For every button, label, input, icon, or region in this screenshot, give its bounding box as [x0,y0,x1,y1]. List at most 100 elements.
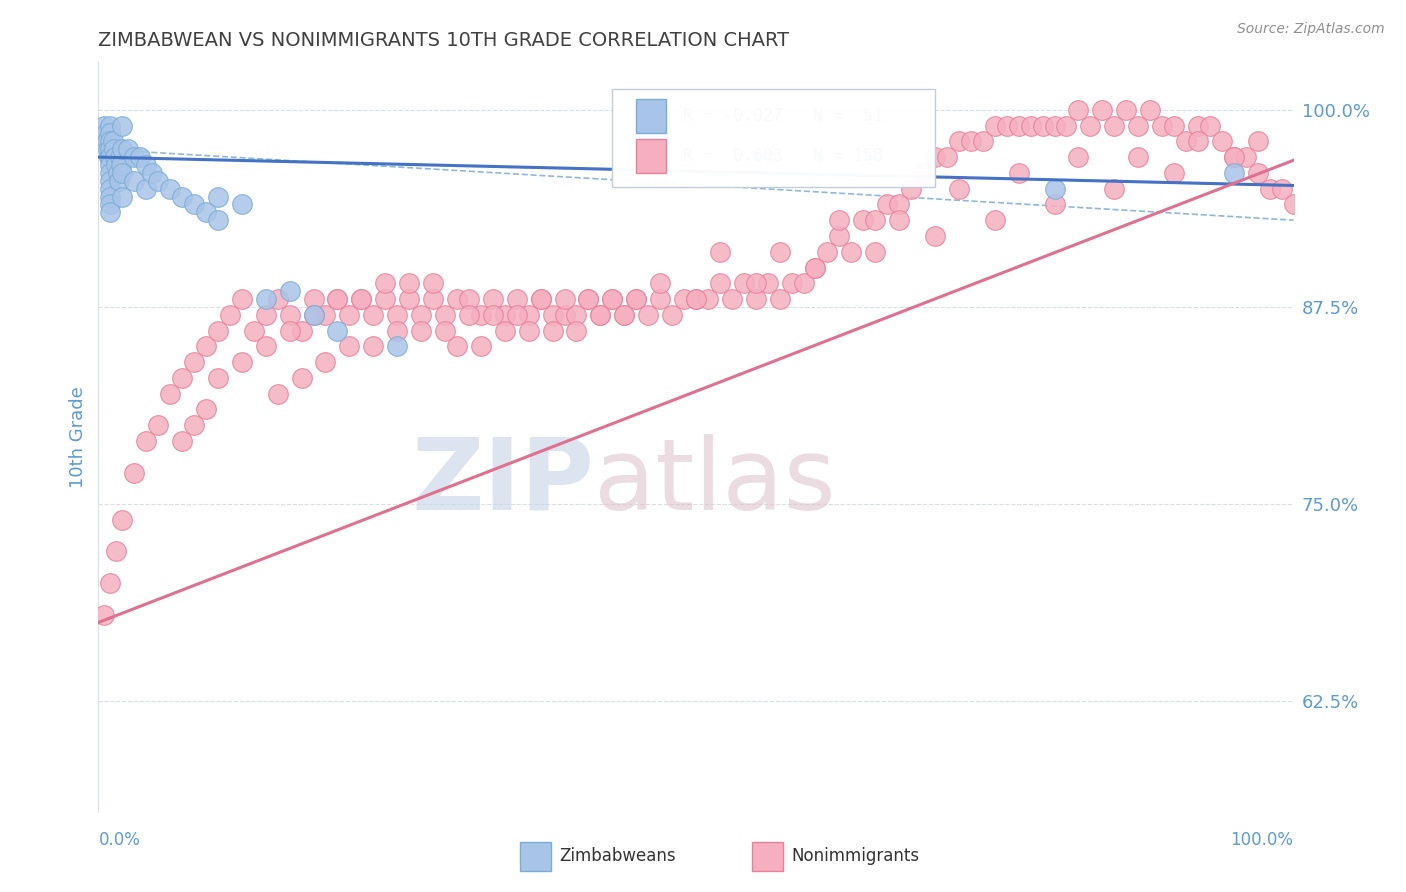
Point [1043,197,1066,211]
Text: ZIMBABWEAN VS NONIMMIGRANTS 10TH GRADE CORRELATION CHART: ZIMBABWEAN VS NONIMMIGRANTS 10TH GRADE C… [98,30,790,50]
Point [231,197,253,211]
Point [1187,119,1209,133]
Point [530,292,553,306]
Point [101,134,124,148]
Point [1104,119,1126,133]
Point [326,292,349,306]
Point [97,142,120,156]
Point [1282,197,1305,211]
Point [1067,150,1090,164]
Point [363,308,385,322]
Point [865,213,887,227]
Point [876,197,898,211]
Text: 0.0%: 0.0% [98,830,141,848]
Point [1199,119,1222,133]
Point [1128,119,1150,133]
Point [602,292,624,306]
Point [98,576,122,591]
Point [434,324,457,338]
Point [172,189,194,203]
Point [458,292,481,306]
Point [98,181,122,195]
Point [768,244,790,259]
Point [108,150,131,164]
Point [278,324,301,338]
Point [148,418,170,433]
Point [1223,150,1246,164]
Point [446,292,468,306]
Point [589,308,612,322]
Point [195,205,218,219]
Point [613,308,636,322]
Point [673,292,696,306]
Point [385,324,409,338]
Point [111,119,134,133]
Point [1187,134,1209,148]
Point [105,544,128,558]
Point [613,308,636,322]
Point [470,308,492,322]
Point [326,324,349,338]
Point [148,174,170,188]
Point [1223,166,1246,180]
Point [1234,150,1257,164]
Point [804,260,827,275]
Point [98,134,122,148]
Point [98,166,122,180]
Point [110,158,132,172]
Point [554,292,576,306]
Point [972,134,994,148]
Point [661,308,683,322]
Point [1091,103,1114,117]
Point [1271,181,1294,195]
Point [1163,166,1185,180]
Text: R =  0.603   N = 158: R = 0.603 N = 158 [683,147,883,165]
Point [267,386,290,401]
Point [315,308,337,322]
Point [111,142,134,156]
Point [733,277,755,291]
Text: 100.0%: 100.0% [1230,830,1294,848]
Point [124,174,146,188]
Point [626,292,648,306]
Point [98,189,122,203]
Point [111,513,134,527]
Point [1008,119,1031,133]
Point [995,119,1018,133]
Point [470,339,492,353]
Point [793,277,815,291]
Point [1128,150,1150,164]
Point [207,189,229,203]
Point [1247,166,1270,180]
Point [1115,103,1137,117]
Point [98,174,122,188]
Point [745,292,768,306]
Point [207,371,229,385]
Point [1211,134,1233,148]
Point [326,292,349,306]
Point [254,308,277,322]
Point [494,324,516,338]
Point [183,197,205,211]
Point [159,386,181,401]
Point [1139,103,1161,117]
Point [141,166,163,180]
Point [804,260,827,275]
Point [135,181,157,195]
Point [865,244,887,259]
Point [841,244,863,259]
Point [111,166,134,180]
Point [159,181,181,195]
Point [889,213,911,227]
Point [195,402,218,417]
Point [911,166,934,180]
Point [172,434,194,448]
Point [1223,150,1246,164]
Point [1163,119,1185,133]
Text: Zimbabweans: Zimbabweans [560,847,676,865]
Point [315,355,337,369]
Point [900,181,922,195]
Point [828,229,851,244]
Point [1247,134,1270,148]
Point [602,292,624,306]
